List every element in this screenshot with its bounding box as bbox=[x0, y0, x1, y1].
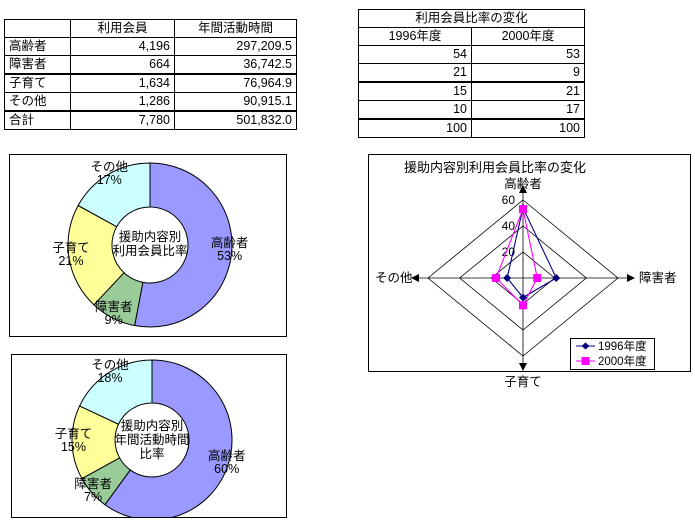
svg-text:障害者: 障害者 bbox=[95, 299, 133, 314]
svg-text:高齢者: 高齢者 bbox=[504, 176, 542, 191]
svg-text:比率: 比率 bbox=[139, 446, 164, 461]
svg-text:60: 60 bbox=[502, 193, 516, 207]
svg-text:17%: 17% bbox=[97, 173, 122, 187]
svg-text:その他: その他 bbox=[91, 160, 129, 174]
svg-text:60%: 60% bbox=[214, 462, 239, 476]
svg-text:子育て: 子育て bbox=[55, 426, 93, 441]
svg-text:子育て: 子育て bbox=[52, 240, 90, 255]
svg-text:2000年度: 2000年度 bbox=[598, 354, 647, 368]
svg-text:障害者: 障害者 bbox=[639, 270, 677, 285]
svg-text:高齢者: 高齢者 bbox=[211, 235, 249, 250]
svg-text:援助内容別利用会員比率の変化: 援助内容別利用会員比率の変化 bbox=[404, 160, 586, 175]
svg-text:1996年度: 1996年度 bbox=[598, 339, 647, 353]
svg-text:21%: 21% bbox=[58, 254, 83, 268]
svg-text:援助内容別: 援助内容別 bbox=[121, 418, 184, 433]
svg-text:9%: 9% bbox=[105, 313, 123, 327]
svg-text:15%: 15% bbox=[61, 440, 86, 454]
svg-text:7%: 7% bbox=[84, 490, 102, 504]
svg-text:高齢者: 高齢者 bbox=[208, 448, 246, 463]
svg-text:障害者: 障害者 bbox=[74, 476, 112, 491]
svg-text:その他: その他 bbox=[91, 358, 129, 372]
svg-text:子育て: 子育て bbox=[504, 374, 542, 389]
svg-text:年間活動時間: 年間活動時間 bbox=[114, 433, 189, 447]
svg-text:53%: 53% bbox=[217, 249, 242, 263]
svg-text:その他: その他 bbox=[375, 271, 413, 285]
svg-text:利用会員比率: 利用会員比率 bbox=[112, 243, 187, 258]
svg-text:18%: 18% bbox=[97, 371, 122, 385]
svg-text:40: 40 bbox=[502, 219, 516, 233]
svg-text:援助内容別: 援助内容別 bbox=[119, 229, 182, 244]
